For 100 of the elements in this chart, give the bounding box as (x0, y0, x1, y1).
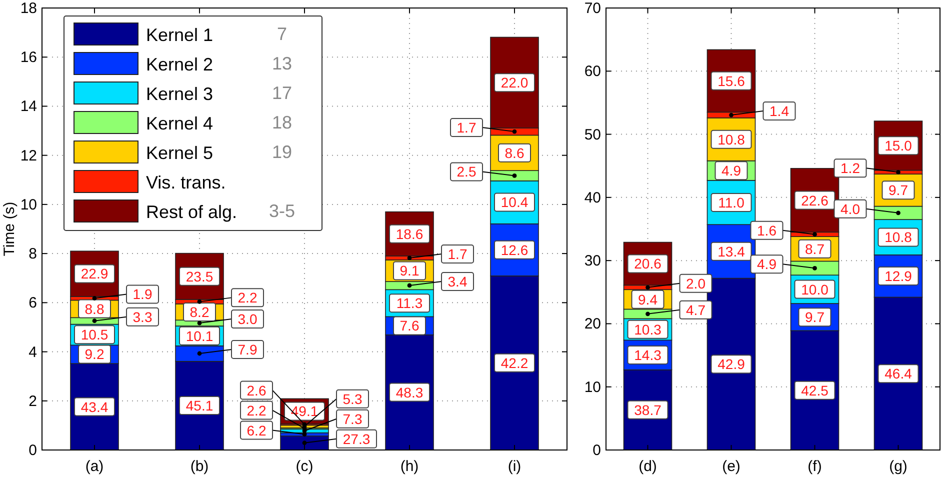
x-tick-label: (h) (400, 458, 419, 475)
annotation: 7 (276, 24, 288, 44)
annotation: 13.4 (718, 243, 746, 260)
annotation: 2.2 (246, 402, 266, 418)
legend-label: Kernel 1 (146, 25, 214, 45)
annotation: 3.0 (238, 311, 258, 328)
annotation: 14.3 (634, 346, 662, 363)
annotation: 48.3 (396, 384, 424, 400)
annotation: 38.7 (634, 402, 662, 418)
annotation: 46.4 (884, 366, 912, 382)
x-tick-label: (a) (85, 458, 104, 475)
annotation: 9.4 (638, 291, 658, 308)
annotation: 2.5 (456, 164, 476, 180)
y-tick-label: 20 (584, 316, 601, 333)
annotation: 18 (272, 112, 292, 132)
annotation: 10.0 (801, 281, 829, 298)
annotation: 17 (272, 83, 292, 103)
y-tick-label: 12 (20, 147, 37, 164)
annotation: 4.9 (722, 162, 742, 179)
annotation: 42.2 (500, 354, 528, 371)
y-tick-label: 14 (20, 98, 37, 116)
annotation: 8.6 (504, 144, 524, 161)
annotation: 10.8 (718, 131, 746, 148)
legend-label: Kernel 2 (146, 54, 214, 74)
annotation: 49.1 (290, 403, 318, 420)
annotation: 2.6 (246, 382, 266, 398)
annotation: 3.3 (132, 308, 152, 325)
y-tick-label: 4 (28, 344, 37, 361)
annotation: 22.0 (500, 74, 528, 91)
y-tick-label: 70 (584, 0, 601, 17)
annotation: 3-5 (268, 201, 296, 221)
annotation: 23.5 (186, 268, 214, 284)
annotation: 10.1 (186, 328, 214, 344)
y-axis-title: Time (s) (1, 202, 18, 256)
annotation: 4.9 (757, 256, 777, 272)
annotation: 10.3 (634, 321, 662, 338)
annotation: 7.3 (342, 410, 362, 427)
y-tick-label: 0 (592, 442, 601, 459)
annotation: 27.3 (342, 430, 370, 447)
annotation: 15.6 (718, 72, 746, 89)
x-tick-label: (f) (808, 458, 822, 475)
annotation: 1.7 (448, 246, 468, 262)
annotation: 8.7 (805, 240, 825, 257)
annotation: 10.4 (500, 194, 528, 210)
y-tick-label: 50 (584, 126, 601, 144)
annotation: 42.5 (801, 382, 829, 398)
annotation: 11.3 (396, 295, 423, 312)
annotation: 13 (272, 54, 292, 74)
x-tick-label: (b) (190, 458, 209, 475)
annotation: 10.8 (884, 229, 912, 246)
annotation: 1.7 (456, 120, 476, 136)
y-tick-label: 6 (28, 294, 37, 312)
annotation: 2.2 (238, 290, 258, 306)
legend-label: Kernel 3 (146, 84, 214, 104)
annotation: 1.6 (757, 222, 777, 238)
y-tick-label: 60 (584, 63, 601, 80)
annotation: 4.7 (686, 302, 706, 318)
x-tick-label: (g) (889, 458, 908, 475)
annotation: 9.2 (84, 346, 104, 362)
annotation: 18.6 (396, 226, 424, 242)
annotation: 7.6 (400, 318, 420, 334)
annotation: 8.2 (190, 304, 210, 320)
y-tick-label: 2 (28, 392, 37, 410)
annotation: 45.1 (186, 398, 214, 414)
y-tick-label: 10 (584, 378, 601, 396)
annotation: 1.2 (840, 160, 860, 176)
annotation: 9.7 (888, 182, 908, 198)
annotation: 3.4 (448, 273, 468, 290)
annotation: 42.9 (718, 356, 746, 372)
annotation: 2.0 (686, 275, 706, 292)
legend-label: Kernel 5 (146, 143, 214, 163)
annotation: 9.1 (400, 262, 420, 279)
annotation: 12.9 (884, 268, 912, 284)
annotation: 4.0 (840, 200, 860, 217)
annotation: 1.9 (132, 286, 152, 302)
annotation: 15.0 (884, 138, 912, 154)
annotation: 22.6 (801, 192, 829, 208)
x-tick-label: (c) (296, 458, 314, 475)
annotation: 1.4 (770, 103, 790, 120)
annotation: 11.0 (718, 194, 745, 210)
annotation: 43.4 (80, 398, 108, 415)
x-tick-label: (e) (722, 458, 740, 475)
annotation: 6.2 (246, 422, 266, 438)
legend-label: Rest of alg. (146, 202, 238, 222)
annotation: 8.8 (84, 300, 104, 317)
annotation: 22.9 (80, 266, 108, 282)
y-tick-label: 16 (20, 49, 37, 66)
annotation: 5.3 (342, 390, 362, 407)
x-tick-label: (d) (638, 458, 657, 475)
annotation: 19 (272, 142, 292, 162)
y-tick-label: 30 (584, 252, 601, 270)
annotation: 12.6 (500, 242, 528, 258)
legend-label: Vis. trans. (146, 172, 226, 192)
x-tick-label: (i) (508, 458, 522, 475)
y-tick-label: 10 (20, 196, 37, 214)
y-tick-label: 18 (20, 0, 37, 17)
legend-label: Kernel 4 (146, 114, 214, 134)
annotation: 9.7 (805, 309, 825, 326)
annotation: 7.9 (238, 341, 258, 358)
annotation: 10.5 (80, 326, 108, 343)
